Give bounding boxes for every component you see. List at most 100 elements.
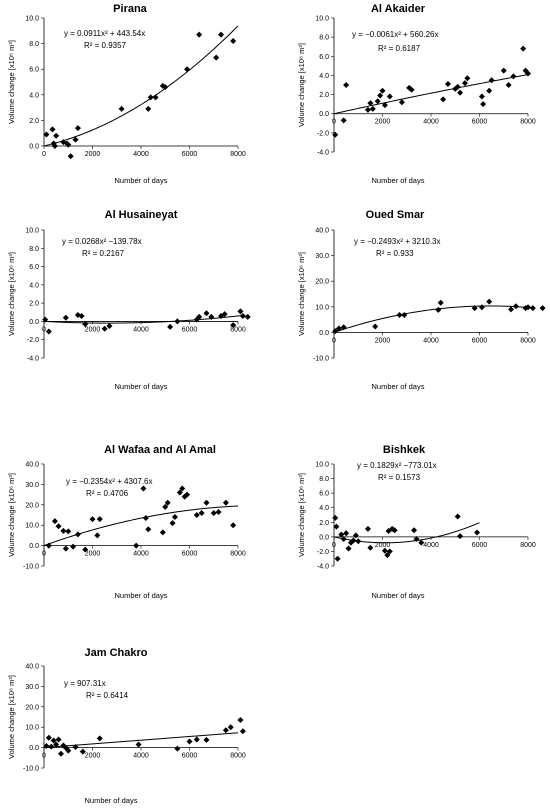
y-tick-label: -10.0 — [23, 564, 39, 571]
data-point — [505, 82, 512, 88]
data-point — [529, 305, 536, 312]
trend-line — [43, 505, 239, 547]
data-point — [396, 311, 403, 318]
data-point — [379, 87, 386, 94]
x-axis-label: Number of days — [115, 591, 168, 600]
y-tick-label: 10.0 — [25, 16, 39, 23]
data-point — [338, 531, 345, 538]
data-point — [230, 322, 237, 329]
y-tick-label: 0.0 — [319, 111, 329, 118]
data-point — [411, 527, 418, 534]
data-point — [167, 323, 174, 330]
trend-line — [43, 25, 239, 147]
x-tick-label: 6000 — [472, 542, 488, 549]
data-point — [230, 38, 237, 45]
data-point — [340, 117, 347, 124]
data-point — [74, 125, 81, 132]
y-axis-label: Volume change [x10⁶ m³] — [297, 43, 306, 127]
y-tick-label: 40.0 — [25, 664, 39, 671]
data-point — [488, 77, 495, 84]
x-tick-label: 2000 — [375, 542, 391, 549]
y-tick-label: 8.0 — [29, 246, 39, 253]
r-squared: R² = 0.2167 — [82, 249, 125, 258]
trend-equation: y = 907.31x — [64, 679, 106, 688]
x-tick-label: 6000 — [182, 151, 198, 158]
data-point — [408, 86, 415, 93]
trend-equation: y = 0.1829x² −773.01x — [357, 461, 437, 470]
y-tick-label: 20.0 — [25, 704, 39, 711]
data-point — [96, 516, 103, 523]
data-point — [179, 485, 186, 492]
y-axis-label: Volume change [x10⁶ m³] — [7, 675, 16, 759]
data-point — [486, 87, 493, 94]
data-point — [62, 314, 69, 321]
data-point — [203, 499, 210, 506]
y-tick-label: 40.0 — [315, 228, 329, 235]
trend-line — [43, 314, 246, 324]
data-point — [48, 743, 55, 750]
y-tick-label: 8.0 — [319, 476, 329, 483]
data-point — [222, 499, 229, 506]
y-tick-label: -2.0 — [317, 130, 329, 137]
y-tick-label: -10.0 — [313, 356, 329, 363]
x-tick-label: 4000 — [133, 753, 149, 760]
data-point — [520, 45, 527, 52]
y-tick-label: 2.0 — [29, 301, 39, 308]
y-tick-label: 10.0 — [315, 16, 329, 23]
data-point — [45, 328, 52, 335]
panel-title: Oued Smar — [366, 209, 425, 221]
data-point — [454, 513, 461, 520]
r-squared: R² = 0.6187 — [378, 44, 421, 53]
data-point — [374, 98, 381, 105]
x-tick-label: 2000 — [85, 326, 101, 333]
y-tick-label: 2.0 — [319, 520, 329, 527]
data-point — [96, 735, 103, 742]
y-tick-label: 4.0 — [29, 282, 39, 289]
y-tick-label: 10.0 — [25, 725, 39, 732]
x-tick-label: 8000 — [520, 337, 536, 344]
y-tick-label: 6.0 — [29, 67, 39, 74]
r-squared: R² = 0.1573 — [378, 473, 421, 482]
y-tick-label: -2.0 — [27, 337, 39, 344]
data-point — [435, 306, 442, 313]
data-point — [239, 728, 246, 735]
data-point — [162, 84, 169, 91]
data-point — [89, 516, 96, 523]
x-axis-label: Number of days — [372, 591, 425, 600]
data-point — [369, 105, 376, 112]
x-tick-label: 8000 — [520, 119, 536, 126]
data-point — [184, 66, 191, 73]
x-tick-label: 0 — [332, 119, 336, 126]
data-point — [65, 528, 72, 535]
data-point — [343, 530, 350, 537]
y-tick-label: 4.0 — [319, 73, 329, 80]
data-point — [79, 748, 86, 755]
data-point — [486, 298, 493, 305]
data-point — [372, 323, 379, 330]
x-tick-label: 0 — [42, 151, 46, 158]
data-point — [70, 543, 77, 550]
x-tick-label: 0 — [332, 337, 336, 344]
data-point — [210, 509, 217, 516]
data-point — [135, 741, 142, 748]
x-tick-label: 4000 — [423, 542, 439, 549]
data-point — [333, 523, 340, 530]
data-point — [193, 512, 200, 518]
data-point — [203, 310, 210, 317]
y-axis-label: Volume change [x10⁶ m³] — [297, 252, 306, 336]
data-point — [162, 503, 169, 510]
data-point — [478, 304, 485, 311]
y-tick-label: 0.0 — [29, 745, 39, 752]
data-point — [367, 100, 374, 107]
data-point — [386, 93, 393, 100]
data-point — [203, 736, 210, 743]
data-point — [43, 742, 50, 749]
data-point — [140, 485, 147, 492]
data-point — [60, 527, 67, 534]
data-point — [221, 311, 228, 318]
x-axis-label: Number of days — [372, 176, 425, 185]
x-tick-label: 0 — [42, 326, 46, 333]
r-squared: R² = 0.6414 — [86, 691, 129, 700]
data-point — [525, 70, 531, 77]
data-point — [145, 105, 152, 112]
